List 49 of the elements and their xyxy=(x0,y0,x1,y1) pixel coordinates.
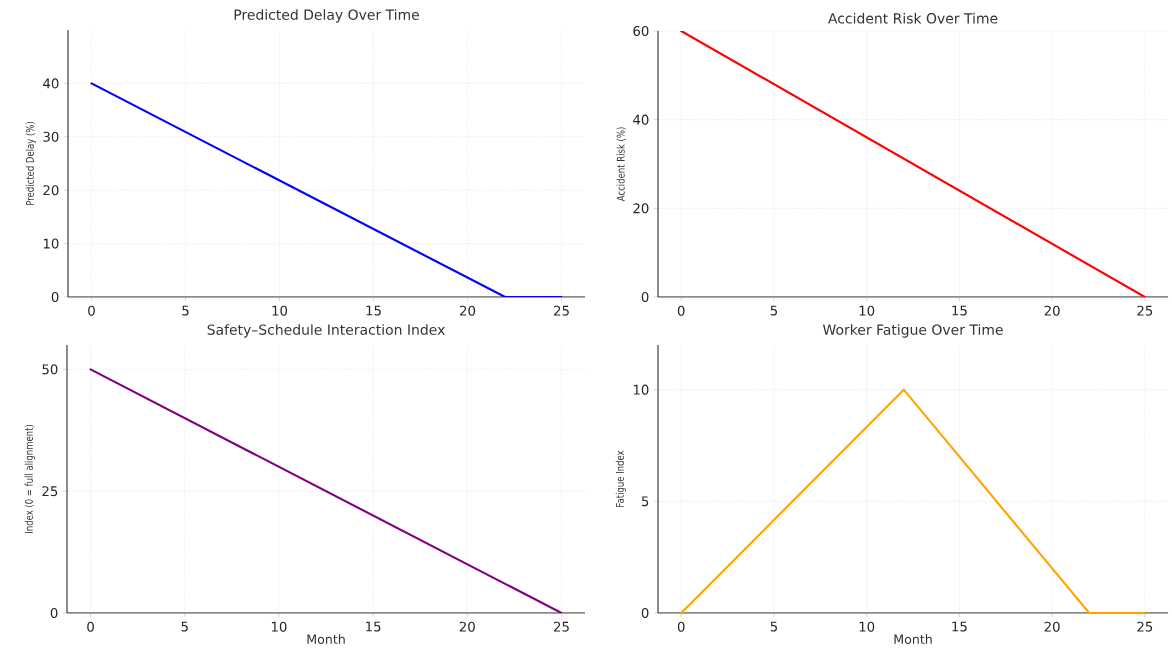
y-tick-label: 60 xyxy=(633,25,649,37)
x-tick-label: 25 xyxy=(1137,621,1153,632)
chart-title: Accident Risk Over Time xyxy=(828,12,998,24)
x-tick-label: 0 xyxy=(87,621,94,632)
x-tick-label: 20 xyxy=(1044,305,1060,316)
x-tick-label: 20 xyxy=(459,621,475,632)
x-tick-label: 25 xyxy=(554,621,569,632)
x-tick-label: 5 xyxy=(770,621,777,632)
chart-title: Predicted Delay Over Time xyxy=(234,9,419,23)
y-tick-label: 0 xyxy=(641,607,649,619)
y-tick-label: 20 xyxy=(43,185,59,196)
y-tick-label: 30 xyxy=(43,131,59,142)
x-tick-label: 25 xyxy=(554,305,569,316)
y-axis-title: Fatigue Index xyxy=(615,450,626,507)
y-tick-label: 10 xyxy=(43,238,59,249)
x-tick-label: 15 xyxy=(952,621,967,632)
x-tick-label: 10 xyxy=(859,305,875,316)
y-axis-title: Accident Risk (%) xyxy=(616,127,626,202)
y-tick-label: 0 xyxy=(51,291,59,303)
x-tick-label: 20 xyxy=(1044,621,1060,632)
x-tick-label: 0 xyxy=(677,305,685,316)
y-tick-label: 40 xyxy=(633,114,649,125)
y-tick-label: 0 xyxy=(50,607,58,619)
x-tick-label: 15 xyxy=(952,305,967,316)
x-tick-label: 0 xyxy=(677,621,685,632)
y-tick-label: 5 xyxy=(641,496,649,507)
y-axis-title: Index (0 = full alignment) xyxy=(24,425,35,533)
x-tick-label: 5 xyxy=(182,305,189,316)
x-tick-label: 10 xyxy=(859,621,875,632)
x-tick-label: 15 xyxy=(366,305,381,316)
y-axis-title: Predicted Delay (%) xyxy=(25,122,36,205)
x-tick-label: 15 xyxy=(366,621,381,632)
y-tick-label: 10 xyxy=(633,384,649,395)
x-tick-label: 5 xyxy=(181,621,188,632)
x-tick-label: 0 xyxy=(88,305,95,316)
x-axis-title: Month xyxy=(894,634,932,644)
chart-title: Safety–Schedule Interaction Index xyxy=(207,324,445,338)
x-tick-label: 10 xyxy=(271,621,287,632)
x-tick-label: 25 xyxy=(1137,305,1153,316)
y-tick-label: 25 xyxy=(42,486,58,497)
chart-title: Worker Fatigue Over Time xyxy=(822,324,1003,338)
y-tick-label: 20 xyxy=(633,203,649,214)
x-tick-label: 20 xyxy=(460,305,476,316)
y-tick-label: 40 xyxy=(43,78,59,89)
y-tick-label: 0 xyxy=(641,291,649,303)
y-tick-label: 50 xyxy=(42,364,58,375)
x-axis-title: Month xyxy=(307,634,345,644)
x-tick-label: 5 xyxy=(770,305,777,316)
x-tick-label: 10 xyxy=(272,305,288,316)
